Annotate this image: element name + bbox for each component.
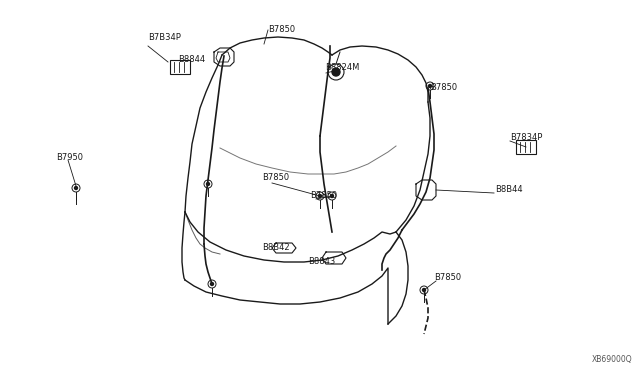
- Text: B8B42: B8B42: [262, 244, 290, 253]
- Circle shape: [211, 282, 214, 285]
- Circle shape: [429, 84, 431, 87]
- Text: B7850: B7850: [430, 83, 457, 93]
- Text: B8824M: B8824M: [325, 64, 360, 73]
- Text: B7850: B7850: [434, 273, 461, 282]
- Text: XB69000Q: XB69000Q: [591, 355, 632, 364]
- Text: B7850: B7850: [310, 190, 337, 199]
- Circle shape: [422, 289, 426, 292]
- Text: B8B44: B8B44: [495, 186, 523, 195]
- Text: B7850: B7850: [262, 173, 289, 183]
- Text: B7B34P: B7B34P: [148, 33, 181, 42]
- Circle shape: [332, 68, 340, 76]
- Circle shape: [207, 183, 209, 186]
- Text: B8844: B8844: [178, 55, 205, 64]
- Circle shape: [330, 195, 333, 198]
- Text: B7834P: B7834P: [510, 134, 542, 142]
- Text: B7850: B7850: [268, 26, 295, 35]
- Circle shape: [74, 186, 77, 189]
- Text: B8843: B8843: [308, 257, 335, 266]
- Circle shape: [319, 195, 321, 198]
- Text: B7950: B7950: [56, 154, 83, 163]
